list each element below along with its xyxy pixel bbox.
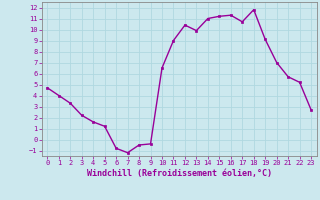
X-axis label: Windchill (Refroidissement éolien,°C): Windchill (Refroidissement éolien,°C) <box>87 169 272 178</box>
